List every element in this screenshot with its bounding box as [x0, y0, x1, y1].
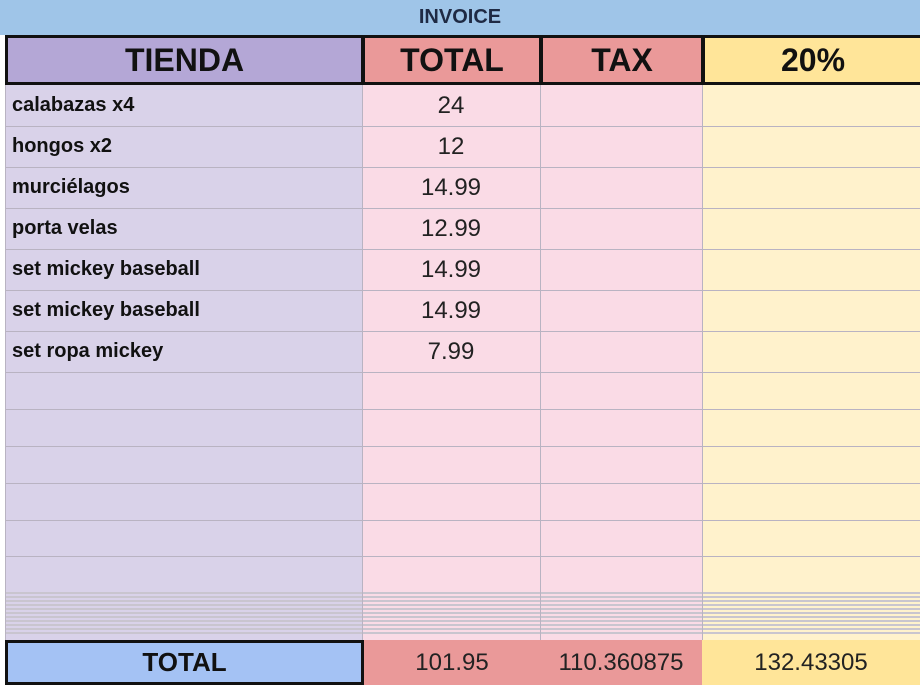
row-divider	[5, 126, 920, 127]
tax-column-bg	[540, 35, 702, 685]
item-cell[interactable]: calabazas x4	[12, 94, 135, 116]
row-divider	[5, 446, 920, 447]
amount-cell[interactable]: 12.99	[420, 214, 482, 242]
row-divider	[5, 520, 920, 521]
column-divider	[362, 85, 363, 640]
row-divider	[5, 372, 920, 373]
row-divider	[5, 483, 920, 484]
amount-cell[interactable]: 7.99	[427, 337, 475, 365]
totals-percent-value[interactable]: 132.43305	[702, 640, 920, 685]
header-tax[interactable]: TAX	[540, 35, 704, 85]
total-column-bg	[362, 35, 540, 685]
invoice-title: INVOICE	[0, 0, 920, 35]
hidden-rows-stripe	[5, 624, 920, 626]
hidden-rows-stripe	[5, 592, 920, 594]
hidden-rows-stripe	[5, 596, 920, 598]
header-percent[interactable]: 20%	[702, 35, 920, 85]
row-divider	[5, 556, 920, 557]
hidden-rows-stripe	[5, 604, 920, 606]
hidden-rows-stripe	[5, 600, 920, 602]
item-cell[interactable]: hongos x2	[12, 135, 113, 157]
amount-cell[interactable]: 12	[437, 132, 465, 160]
hidden-rows-stripe	[5, 632, 920, 634]
hidden-rows-stripe	[5, 616, 920, 618]
amount-cell[interactable]: 14.99	[420, 173, 482, 201]
column-divider	[5, 85, 6, 640]
row-divider	[5, 290, 920, 291]
row-divider	[5, 167, 920, 168]
percent-column-bg	[702, 35, 920, 685]
column-divider	[702, 85, 703, 640]
hidden-rows-stripe	[5, 608, 920, 610]
amount-cell[interactable]: 24	[437, 91, 465, 119]
hidden-rows-stripe	[5, 620, 920, 622]
row-divider	[5, 331, 920, 332]
row-divider	[5, 208, 920, 209]
store-column-bg	[5, 35, 362, 685]
row-divider	[5, 409, 920, 410]
hidden-rows-stripe	[5, 628, 920, 630]
hidden-rows-stripe	[5, 612, 920, 614]
column-divider	[540, 85, 541, 640]
item-cell[interactable]: porta velas	[12, 217, 118, 239]
item-cell[interactable]: set mickey baseball	[12, 299, 200, 321]
header-total[interactable]: TOTAL	[362, 35, 542, 85]
totals-label[interactable]: TOTAL	[5, 640, 364, 685]
item-cell[interactable]: set ropa mickey	[12, 340, 164, 362]
totals-total-value[interactable]: 101.95	[364, 640, 540, 685]
item-cell[interactable]: set mickey baseball	[12, 258, 200, 280]
totals-tax-value[interactable]: 110.360875	[540, 640, 702, 685]
amount-cell[interactable]: 14.99	[420, 255, 482, 283]
header-store[interactable]: TIENDA	[5, 35, 364, 85]
amount-cell[interactable]: 14.99	[420, 296, 482, 324]
item-cell[interactable]: murciélagos	[12, 176, 130, 198]
row-divider	[5, 249, 920, 250]
